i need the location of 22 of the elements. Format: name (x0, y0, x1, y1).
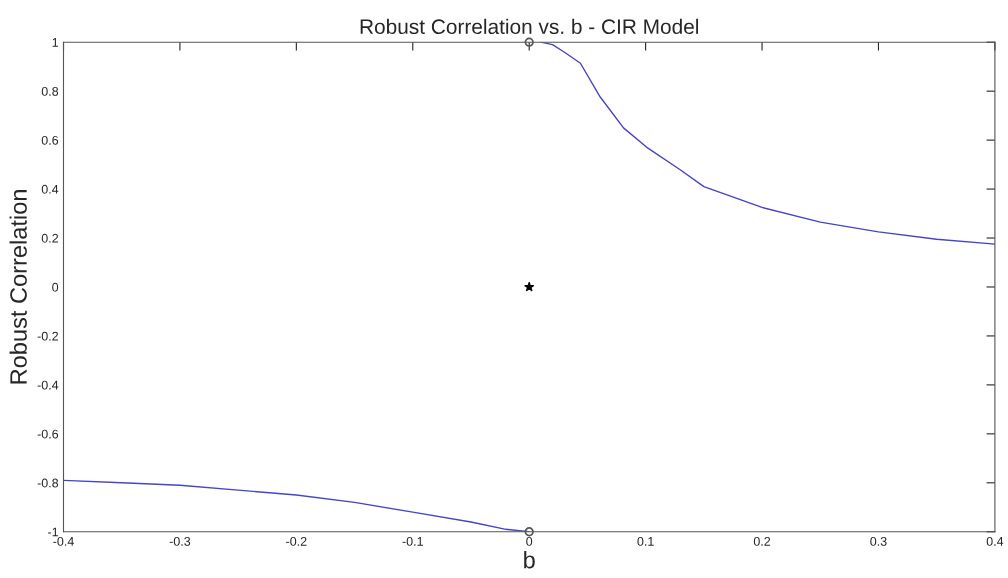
y-axis-title: Robust Correlation (9, 190, 27, 384)
x-tick-label: 0.2 (753, 536, 771, 546)
x-tick-label: 0.4 (986, 536, 1004, 546)
y-tick-label: -0.2 (37, 331, 59, 341)
y-tick-label: -0.4 (37, 380, 59, 390)
y-tick-label: -0.8 (37, 478, 59, 488)
x-tick-label: 0 (526, 536, 533, 546)
y-tick-label: 0 (52, 282, 59, 292)
y-tick-label: 0.4 (41, 184, 59, 194)
chart-title: Robust Correlation vs. b - CIR Model (360, 18, 699, 35)
y-tick-label: 0.2 (41, 233, 59, 243)
x-tick-label: 0.3 (870, 536, 887, 546)
y-tick-label: 1 (52, 38, 59, 47)
x-axis-title: b (524, 551, 535, 569)
y-tick-label: 0.8 (41, 86, 59, 96)
x-tick-label: -0.1 (402, 536, 423, 546)
y-tick-label: -0.6 (37, 429, 59, 439)
y-tick-label: -1 (48, 527, 59, 537)
x-tick-label: 0.1 (637, 536, 654, 546)
x-tick-label: -0.3 (169, 536, 191, 546)
x-tick-label: -0.2 (286, 536, 307, 546)
y-tick-label: 0.6 (41, 135, 59, 145)
